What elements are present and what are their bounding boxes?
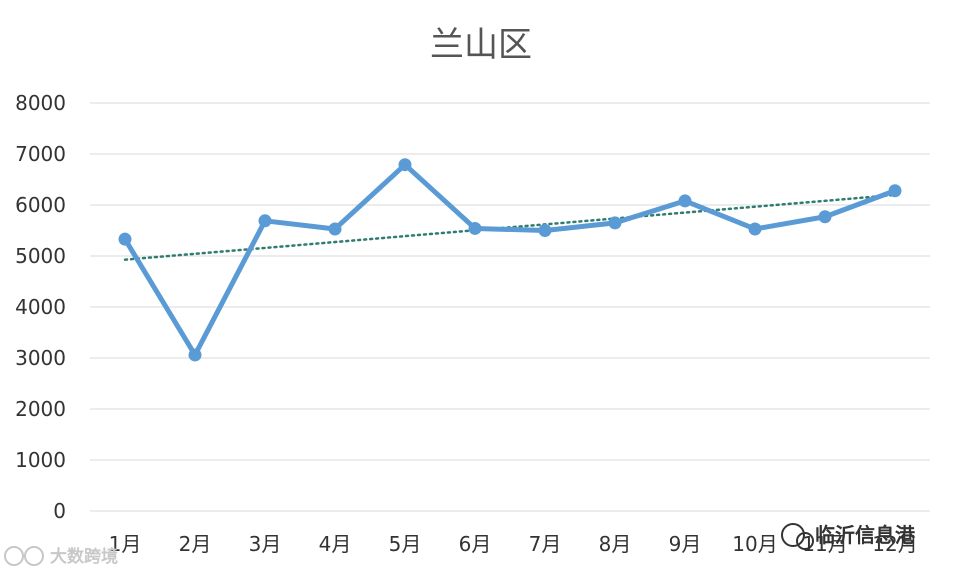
data-point [188, 348, 202, 362]
watermark-left-text: 大数跨境 [50, 546, 118, 567]
chart-title: 兰山区 [430, 25, 532, 65]
x-tick-label: 12月 [872, 532, 917, 556]
data-point [888, 184, 902, 198]
x-tick-label: 2月 [179, 532, 212, 556]
x-tick-label: 9月 [669, 532, 702, 556]
data-point [608, 216, 622, 230]
wechat-icon [781, 523, 805, 547]
y-tick-label: 0 [53, 499, 66, 523]
data-point [328, 222, 342, 236]
x-tick-label: 6月 [459, 532, 492, 556]
y-tick-label: 5000 [15, 244, 66, 268]
x-tick-label: 1月 [109, 532, 142, 556]
series-line [122, 162, 898, 358]
x-tick-label: 8月 [599, 532, 632, 556]
y-tick-label: 6000 [15, 193, 66, 217]
x-tick-label: 4月 [319, 532, 352, 556]
y-tick-label: 1000 [15, 448, 66, 472]
y-axis-ticks: 0 1000 2000 3000 4000 5000 6000 7000 8000 [15, 91, 66, 523]
x-tick-label: 5月 [389, 532, 422, 556]
watermark-left: 大数跨境 [4, 546, 118, 567]
data-point [468, 221, 482, 235]
watermark-logo-icon-2 [24, 546, 44, 566]
data-point [398, 158, 412, 172]
x-tick-label: 11月 [802, 532, 847, 556]
watermark-logo-icon [4, 546, 24, 566]
x-tick-label: 3月 [249, 532, 282, 556]
y-tick-label: 3000 [15, 346, 66, 370]
y-tick-label: 2000 [15, 397, 66, 421]
y-tick-label: 8000 [15, 91, 66, 115]
x-axis-ticks: 1月 2月 3月 4月 5月 6月 7月 8月 9月 10月 11月 12月 [109, 532, 918, 556]
data-point [678, 194, 692, 208]
watermark-right: 临沂信息港 [781, 523, 916, 550]
grid-lines [90, 102, 930, 512]
watermark-right-text: 临沂信息港 [815, 523, 916, 547]
x-tick-label: 10月 [732, 532, 777, 556]
x-tick-label: 7月 [529, 532, 562, 556]
data-point [118, 232, 132, 246]
wechat-icon-bubble [796, 532, 814, 550]
data-point [258, 214, 272, 228]
y-tick-label: 7000 [15, 142, 66, 166]
y-tick-label: 4000 [15, 295, 66, 319]
data-point [818, 210, 832, 224]
data-point [748, 222, 762, 236]
data-point [538, 224, 552, 237]
series-layer [118, 158, 902, 362]
